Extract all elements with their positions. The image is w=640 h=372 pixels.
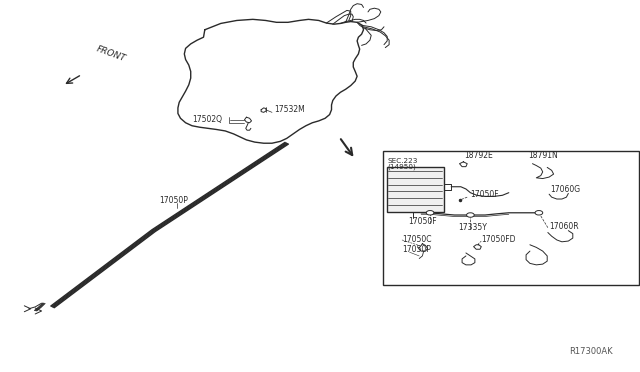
Text: 17502Q: 17502Q xyxy=(192,115,222,124)
Bar xyxy=(383,151,639,285)
Circle shape xyxy=(535,211,543,215)
Text: SEC.223: SEC.223 xyxy=(387,158,417,164)
Text: 17050F: 17050F xyxy=(408,217,437,226)
Text: FRONT: FRONT xyxy=(95,44,127,63)
Text: 17532M: 17532M xyxy=(274,105,305,114)
Text: (14950): (14950) xyxy=(387,163,416,170)
Text: R17300AK: R17300AK xyxy=(570,347,613,356)
Text: 17060G: 17060G xyxy=(550,185,580,194)
Text: 18791N: 18791N xyxy=(528,151,557,160)
Circle shape xyxy=(467,213,474,217)
Bar xyxy=(387,167,444,212)
Text: 17050F: 17050F xyxy=(470,190,499,199)
Text: 17050P: 17050P xyxy=(159,196,188,205)
Text: 17050FD: 17050FD xyxy=(481,235,516,244)
Text: 17050C: 17050C xyxy=(402,235,431,244)
Text: 18792E: 18792E xyxy=(465,151,493,160)
Text: 17050P: 17050P xyxy=(402,246,431,254)
Text: 17335Y: 17335Y xyxy=(458,223,487,232)
Circle shape xyxy=(426,211,434,215)
Text: 17060R: 17060R xyxy=(549,222,579,231)
